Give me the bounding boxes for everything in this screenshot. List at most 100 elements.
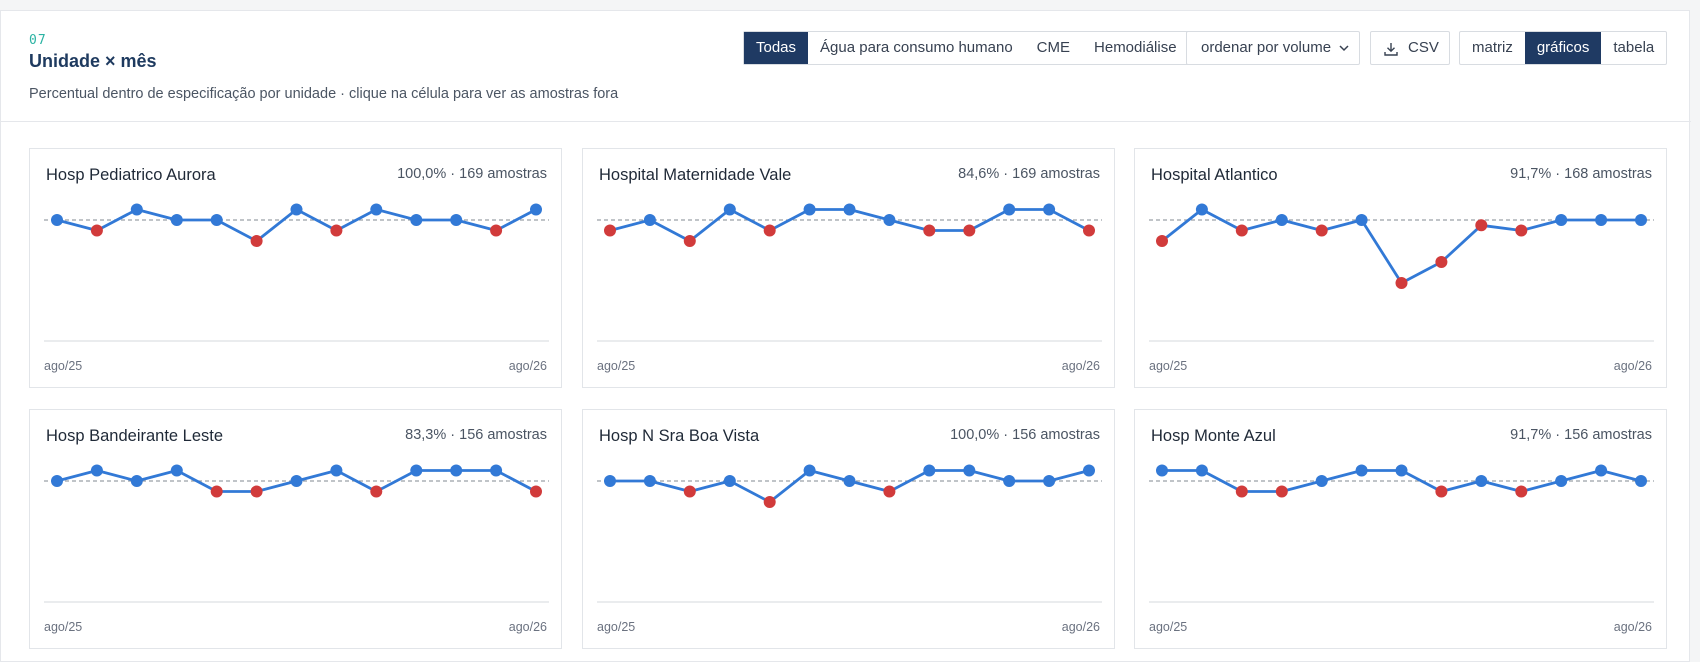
data-point-ok — [1635, 475, 1647, 487]
line-chart — [44, 203, 549, 342]
data-point-ok — [883, 214, 896, 226]
x-start-label: ago/25 — [597, 359, 636, 373]
unit-chart-card[interactable]: Hospital Atlantico 91,7% · 168 amostras … — [1134, 148, 1667, 388]
csv-button-label: CSV — [1408, 39, 1439, 56]
data-point-fail — [330, 224, 343, 237]
data-point-fail — [1083, 224, 1095, 237]
unit-name: Hosp Bandeirante Leste — [46, 427, 224, 445]
data-point-ok — [1315, 475, 1328, 487]
unit-summary: 83,3% · 156 amostras — [405, 427, 547, 443]
view-graficos[interactable]: gráficos — [1524, 32, 1602, 64]
data-point-ok — [1555, 214, 1568, 226]
data-point-ok — [1475, 475, 1488, 487]
data-point-ok — [530, 203, 542, 216]
data-point-ok — [1003, 203, 1016, 216]
unit-chart-card[interactable]: Hosp Pediatrico Aurora 100,0% · 169 amos… — [29, 148, 562, 388]
data-point-fail — [250, 485, 263, 498]
data-point-fail — [530, 485, 542, 498]
x-start-label: ago/25 — [597, 620, 636, 634]
section-number: 07 — [29, 33, 47, 48]
data-point-fail — [90, 224, 103, 237]
line-chart — [597, 203, 1102, 342]
x-start-label: ago/25 — [44, 359, 83, 373]
x-start-label: ago/25 — [1149, 359, 1188, 373]
section-subtitle: Percentual dentro de especificação por u… — [29, 86, 619, 102]
data-point-ok — [1043, 203, 1056, 216]
data-point-fail — [763, 224, 776, 237]
chevron-down-icon — [1339, 45, 1349, 52]
sort-select-value: ordenar por volume — [1201, 39, 1332, 56]
data-point-fail — [683, 235, 696, 247]
data-point-ok — [410, 214, 423, 226]
x-end-label: ago/26 — [508, 359, 547, 373]
unit-name: Hosp Pediatrico Aurora — [46, 166, 216, 184]
x-start-label: ago/25 — [1149, 620, 1188, 634]
sort-select[interactable]: ordenar por volume — [1186, 31, 1360, 65]
x-end-label: ago/26 — [1061, 359, 1100, 373]
unit-name: Hospital Atlantico — [1151, 166, 1278, 184]
data-point-ok — [330, 464, 343, 477]
data-point-ok — [51, 475, 63, 487]
data-point-ok — [1595, 214, 1608, 226]
line-chart — [44, 464, 549, 603]
data-point-ok — [370, 203, 383, 216]
data-point-fail — [1235, 224, 1248, 237]
data-point-ok — [1395, 464, 1408, 477]
data-point-fail — [490, 224, 503, 237]
panel-header: 07 Unidade × mês Percentual dentro de es… — [1, 11, 1691, 122]
filter-cme[interactable]: CME — [1036, 39, 1071, 56]
data-point-ok — [803, 464, 816, 477]
data-point-ok — [1043, 475, 1056, 487]
filter-todas[interactable]: Todas — [744, 32, 809, 64]
unit-summary: 91,7% · 156 amostras — [1510, 427, 1652, 443]
unit-name: Hospital Maternidade Vale — [599, 166, 792, 184]
view-tabela[interactable]: tabela — [1613, 39, 1655, 56]
data-point-ok — [923, 464, 936, 477]
data-point-fail — [1275, 485, 1288, 498]
data-point-ok — [1083, 464, 1095, 477]
unit-summary: 91,7% · 168 amostras — [1510, 166, 1652, 182]
data-point-ok — [843, 203, 856, 216]
data-point-ok — [1195, 203, 1208, 216]
data-point-ok — [490, 464, 503, 477]
download-icon — [1384, 43, 1398, 56]
unit-name: Hosp Monte Azul — [1151, 427, 1276, 445]
data-point-ok — [723, 475, 736, 487]
x-end-label: ago/26 — [1613, 359, 1652, 373]
data-point-fail — [604, 224, 616, 237]
csv-download-button[interactable]: CSV — [1370, 31, 1450, 65]
filter-agua-consumo-humano[interactable]: Água para consumo humano — [820, 39, 1013, 56]
data-point-fail — [883, 485, 896, 498]
data-point-fail — [1515, 224, 1528, 237]
unit-chart-card[interactable]: Hosp Monte Azul 91,7% · 156 amostras ago… — [1134, 409, 1667, 649]
data-point-ok — [843, 475, 856, 487]
data-point-ok — [450, 214, 463, 226]
data-point-ok — [1635, 214, 1647, 226]
data-point-fail — [1315, 224, 1328, 237]
unit-chart-card[interactable]: Hospital Maternidade Vale 84,6% · 169 am… — [582, 148, 1115, 388]
data-point-fail — [1515, 485, 1528, 498]
unit-chart-card[interactable]: Hosp N Sra Boa Vista 100,0% · 156 amostr… — [582, 409, 1115, 649]
data-point-fail — [683, 485, 696, 498]
data-point-ok — [130, 203, 143, 216]
view-segmented-control: matriz gráficos tabela — [1459, 31, 1668, 65]
data-point-ok — [1555, 475, 1568, 487]
data-point-fail — [1435, 256, 1448, 268]
data-point-fail — [1395, 277, 1408, 289]
line-chart — [1149, 464, 1654, 603]
data-point-ok — [450, 464, 463, 477]
data-point-ok — [803, 203, 816, 216]
unit-chart-card[interactable]: Hosp Bandeirante Leste 83,3% · 156 amost… — [29, 409, 562, 649]
data-point-ok — [130, 475, 143, 487]
data-point-ok — [1355, 464, 1368, 477]
data-point-fail — [210, 485, 223, 498]
line-chart — [1149, 203, 1654, 342]
data-point-ok — [723, 203, 736, 216]
unit-summary: 84,6% · 169 amostras — [958, 166, 1100, 182]
filter-hemodialise[interactable]: Hemodiálise — [1094, 39, 1177, 56]
view-matriz[interactable]: matriz — [1472, 39, 1513, 56]
data-point-ok — [1275, 214, 1288, 226]
data-point-ok — [290, 203, 303, 216]
data-point-ok — [1595, 464, 1608, 477]
data-point-fail — [1235, 485, 1248, 498]
